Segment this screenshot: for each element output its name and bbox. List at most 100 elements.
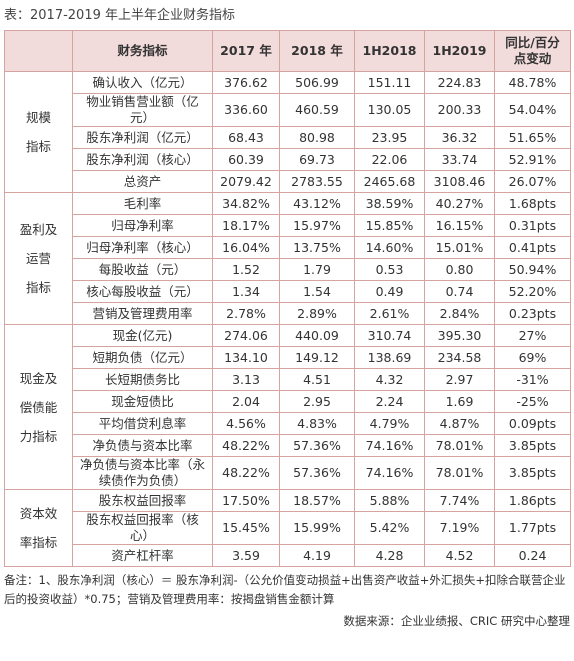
value-cell: 2.95 <box>279 390 355 413</box>
indicator-cell: 股东净利润（亿元） <box>72 126 213 149</box>
value-cell: 460.59 <box>279 93 355 127</box>
value-cell: 14.60% <box>354 236 425 259</box>
group-label-line: 现金及 <box>19 370 58 386</box>
value-cell: 310.74 <box>354 324 425 347</box>
value-cell: 7.74% <box>424 489 495 512</box>
indicator-cell: 平均借贷利息率 <box>72 412 213 435</box>
value-cell: 48.22% <box>212 456 280 490</box>
group-label: 规模 指标 <box>4 71 73 193</box>
table-row: 短期负债（亿元） 134.10 149.12 138.69 234.58 69% <box>5 346 571 369</box>
value-cell: 2079.42 <box>212 170 280 193</box>
value-cell: 138.69 <box>354 346 425 369</box>
value-cell: 1.52 <box>212 258 280 281</box>
value-cell: 376.62 <box>212 71 280 94</box>
value-cell: 68.43 <box>212 126 280 149</box>
value-cell: 0.41pts <box>494 236 571 259</box>
indicator-cell: 现金(亿元) <box>72 324 213 347</box>
indicator-cell: 每股收益（元） <box>72 258 213 281</box>
value-cell: 4.28 <box>354 544 425 567</box>
value-cell: 1.68pts <box>494 192 571 215</box>
value-cell: 78.01% <box>424 456 495 490</box>
value-cell: 26.07% <box>494 170 571 193</box>
header-cell: 2018 年 <box>279 30 355 72</box>
value-cell: 18.17% <box>212 214 280 237</box>
value-cell: 3.13 <box>212 368 280 391</box>
table-row: 规模 指标 确认收入（亿元） 376.62 506.99 151.11 224.83 48.7… <box>4 71 571 193</box>
value-cell: 54.04% <box>494 93 571 127</box>
source: 数据来源：企业业绩报、CRIC 研究中心整理 <box>343 614 570 628</box>
value-cell: 4.56% <box>212 412 280 435</box>
remark: 备注：1、股东净利润（核心）＝ 股东净利润-（公允价值变动损益+出售资产收益+外… <box>4 573 566 606</box>
table-row: 资产杠杆率 3.59 4.19 4.28 4.52 0.24 <box>5 544 571 567</box>
value-cell: 1.86pts <box>494 489 571 512</box>
value-cell: 0.80 <box>424 258 495 281</box>
value-cell: 57.36% <box>279 456 355 490</box>
indicator-cell: 短期负债（亿元） <box>72 346 213 369</box>
value-cell: 51.65% <box>494 126 571 149</box>
indicator-cell: 确认收入（亿元） <box>72 71 213 94</box>
indicator-cell: 长短期债务比 <box>72 368 213 391</box>
value-cell: 0.09pts <box>494 412 571 435</box>
value-cell: 7.19% <box>424 511 495 545</box>
table-row: 归母净利率（核心） 16.04% 13.75% 14.60% 15.01% 0.41pts <box>5 236 571 259</box>
value-cell: 40.27% <box>424 192 495 215</box>
value-cell: 48.78% <box>494 71 571 94</box>
table-row: 每股收益（元） 1.52 1.79 0.53 0.80 50.94% <box>5 258 571 281</box>
indicator-cell: 营销及管理费用率 <box>72 302 213 325</box>
value-cell: 4.83% <box>279 412 355 435</box>
value-cell: 23.95 <box>354 126 425 149</box>
value-cell: 69% <box>494 346 571 369</box>
header-cell: 同比/百分点变动 <box>494 30 571 72</box>
value-cell: 4.51 <box>279 368 355 391</box>
table-row: 物业销售营业额（亿元） 336.60 460.59 130.05 200.33 54.04… <box>5 93 571 127</box>
value-cell: 15.97% <box>279 214 355 237</box>
value-cell: 16.15% <box>424 214 495 237</box>
value-cell: 33.74 <box>424 148 495 171</box>
value-cell: 80.98 <box>279 126 355 149</box>
indicator-cell: 股东权益回报率（核心） <box>72 511 213 545</box>
value-cell: 38.59% <box>354 192 425 215</box>
value-cell: 15.99% <box>279 511 355 545</box>
group-label: 现金及 偿债能 力指标 <box>4 324 73 490</box>
table-row: 现金短债比 2.04 2.95 2.24 1.69 -25% <box>5 390 571 413</box>
value-cell: 130.05 <box>354 93 425 127</box>
value-cell: 1.79 <box>279 258 355 281</box>
value-cell: 0.49 <box>354 280 425 303</box>
value-cell: 2.61% <box>354 302 425 325</box>
value-cell: 5.42% <box>354 511 425 545</box>
value-cell: 2.04 <box>212 390 280 413</box>
value-cell: 200.33 <box>424 93 495 127</box>
value-cell: 1.54 <box>279 280 355 303</box>
value-cell: 151.11 <box>354 71 425 94</box>
table-row: 盈利及 运营 指标 毛利率 34.82% 43.12% 38.59% 40.27% 1.68pt… <box>4 192 571 325</box>
value-cell: 274.06 <box>212 324 280 347</box>
group-label-line: 盈利及 <box>19 222 58 237</box>
value-cell: 52.20% <box>494 280 571 303</box>
value-cell: 224.83 <box>424 71 495 94</box>
value-cell: 17.50% <box>212 489 280 512</box>
value-cell: 52.91% <box>494 148 571 171</box>
group-label-line: 力指标 <box>19 428 58 444</box>
financial-table: 财务指标 2017 年 2018 年 1H2018 1H2019 同比/百分点变动 规模指… <box>4 30 571 567</box>
value-cell: 2783.55 <box>279 170 355 193</box>
value-cell: 78.01% <box>424 434 495 457</box>
group-label-line: 指标 <box>25 280 51 295</box>
value-cell: 440.09 <box>279 324 355 347</box>
value-cell: 5.88% <box>354 489 425 512</box>
indicator-cell: 归母净利率 <box>72 214 213 237</box>
value-cell: 234.58 <box>424 346 495 369</box>
group-label-line: 规模 <box>25 110 51 125</box>
value-cell: 395.30 <box>424 324 495 347</box>
value-cell: 2465.68 <box>354 170 425 193</box>
value-cell: 36.32 <box>424 126 495 149</box>
header-cell: 财务指标 <box>72 30 213 72</box>
table-row: 归母净利率 18.17% 15.97% 15.85% 16.15% 0.31pts <box>5 214 571 237</box>
value-cell: 4.19 <box>279 544 355 567</box>
indicator-cell: 核心每股收益（元） <box>72 280 213 303</box>
value-cell: 60.39 <box>212 148 280 171</box>
value-cell: 74.16% <box>354 434 425 457</box>
value-cell: 4.79% <box>354 412 425 435</box>
header-cell: 1H2018 <box>354 30 425 72</box>
table-row: 股东净利润（亿元） 68.43 80.98 23.95 36.32 51.65% <box>5 126 571 149</box>
table-row: 现金及 偿债能 力指标 现金(亿元) 274.06 440.09 310.74 395.30 2… <box>4 324 571 490</box>
